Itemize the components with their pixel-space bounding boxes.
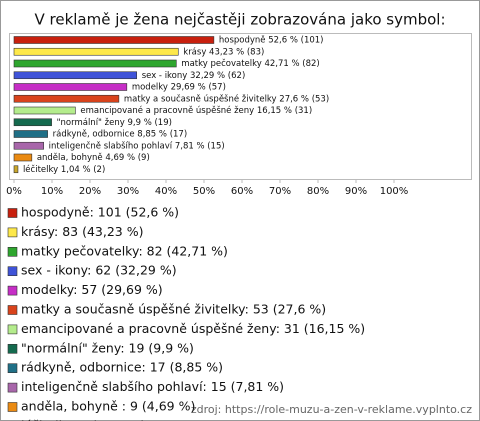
x-tick-label: 30% [117, 186, 139, 197]
legend-swatch [7, 363, 18, 374]
legend-swatch [7, 324, 18, 335]
bar-label: emancipované a pracovně úspěšné ženy 16,… [80, 105, 312, 116]
legend-entry: anděla, bohyně : 9 (4,69 %) [21, 399, 195, 414]
bar [13, 141, 44, 150]
bar [13, 130, 48, 138]
x-tick-label: 50% [193, 186, 215, 197]
legend-swatch [7, 208, 18, 218]
legend-entry: emancipované a pracovně úspěšné ženy: 31… [21, 321, 365, 336]
bar-label: inteligenčně slabšího pohlaví 7,81 % (15… [49, 140, 225, 151]
legend-entry: matky pečovatelky: 82 (42,71 %) [21, 243, 228, 258]
plot-area [9, 33, 472, 180]
bar-label: krásy 43,23 % (83) [183, 47, 264, 57]
legend-swatch [7, 402, 18, 412]
legend-entry: rádkyně, odbornice: 17 (8,85 %) [21, 360, 223, 375]
legend-entry: "normální" ženy: 19 (9,9 %) [21, 340, 194, 355]
legend-swatch [7, 247, 18, 257]
bar-label: sex - ikony 32,29 % (62) [142, 71, 246, 81]
legend-swatch [7, 305, 18, 315]
bar-label: anděla, bohyně 4,69 % (9) [37, 153, 150, 163]
bar-label: hospodyně 52,6 % (101) [219, 36, 324, 46]
x-tick-label: 40% [155, 186, 177, 197]
bar [13, 59, 177, 68]
legend-swatch [7, 227, 18, 238]
bar [13, 165, 19, 174]
bar-label: léčitelky 1,04 % (2) [23, 164, 105, 175]
bar-label: matky pečovatelky 42,71 % (82) [181, 58, 319, 69]
legend-swatch [7, 343, 18, 354]
source: zdroj: https://role-muzu-a-zen-v-reklame… [191, 403, 472, 416]
legend-swatch [7, 285, 18, 296]
bar-label: matky a současně úspěšné živitelky 27,6 … [124, 93, 329, 104]
x-tick-label: 20% [79, 186, 101, 197]
bar [13, 71, 138, 80]
bar [13, 106, 76, 115]
x-tick-label: 60% [231, 186, 253, 197]
legend-entry: hospodyně: 101 (52,6 %) [21, 205, 179, 220]
legend-entry: inteligenčně slabšího pohlaví: 15 (7,81 … [21, 379, 284, 394]
legend-entry: krásy: 83 (43,23 %) [21, 224, 144, 239]
bar [13, 36, 215, 44]
x-tick-label: 80% [307, 186, 329, 197]
x-tick-label: 10% [41, 186, 63, 197]
bar-label: rádkyně, odbornice 8,85 % (17) [53, 130, 188, 140]
legend-entry: sex - ikony: 62 (32,29 %) [21, 263, 177, 278]
bar [13, 118, 52, 127]
bar [13, 83, 128, 91]
x-tick-label: 0% [6, 186, 22, 197]
x-tick-label: 100% [380, 186, 409, 197]
legend-swatch [7, 382, 18, 393]
bar-label: modelky 29,69 % (57) [132, 83, 226, 93]
legend-entry: matky a současně úspěšné živitelky: 53 (… [21, 302, 326, 317]
legend-entry: modelky: 57 (29,69 %) [21, 282, 163, 297]
chart-title: V reklamě je žena nejčastěji zobrazována… [34, 11, 445, 29]
bar [13, 94, 120, 103]
legend-entry: léčitelky: 2 (1,04 %) [21, 418, 145, 421]
x-tick-label: 70% [269, 186, 291, 197]
bar-label: "normální" ženy 9,9 % (19) [57, 118, 172, 128]
x-tick-label: 90% [345, 186, 367, 197]
bar [13, 47, 179, 56]
bar [13, 153, 33, 162]
legend-swatch [7, 266, 18, 277]
